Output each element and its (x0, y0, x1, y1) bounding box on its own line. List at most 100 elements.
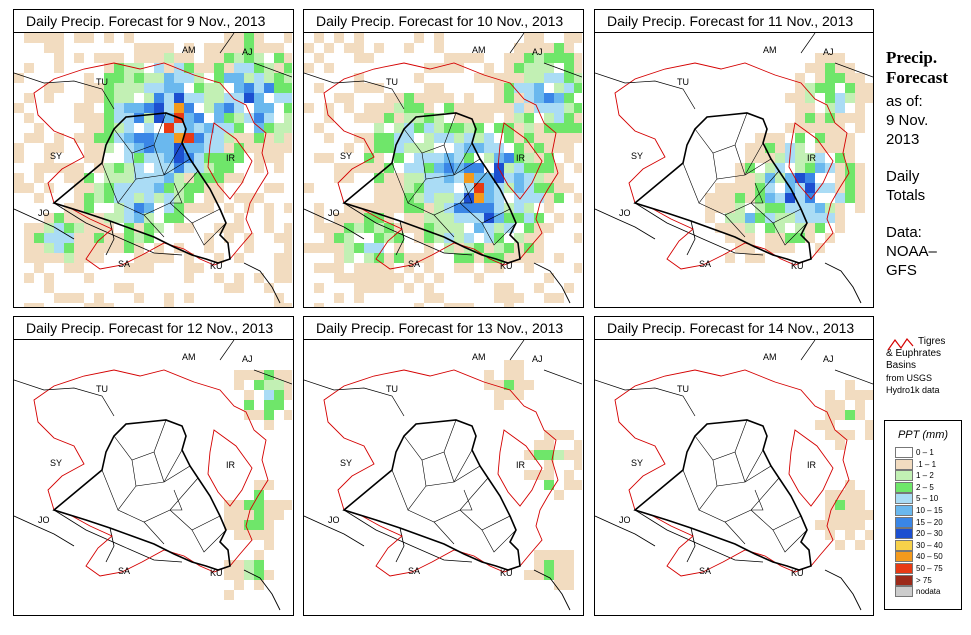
precip-cell (184, 93, 194, 103)
precip-cell (835, 500, 845, 510)
province-boundary (191, 222, 227, 246)
precip-cell (464, 53, 474, 63)
legend-label: 1 – 2 (916, 471, 934, 481)
precip-cell (835, 430, 845, 440)
precip-cell (534, 33, 544, 43)
precip-cell (574, 193, 582, 203)
precip-cell (544, 450, 554, 460)
precip-cell (474, 133, 484, 143)
precip-cell (64, 223, 74, 233)
precip-cell (264, 410, 274, 420)
precip-cell (464, 153, 474, 163)
precip-cell (254, 480, 264, 490)
precip-cell (214, 43, 224, 53)
precip-cell (855, 400, 865, 410)
precip-cell (534, 143, 544, 153)
precip-cell (264, 380, 274, 390)
precip-cell (94, 93, 104, 103)
precip-cell (244, 83, 254, 93)
province-boundary (481, 222, 517, 246)
precip-cell (855, 410, 865, 420)
precip-cell (264, 370, 274, 380)
precip-cell (164, 93, 174, 103)
country-label: KU (210, 568, 223, 578)
province-boundary (724, 214, 746, 238)
precip-cell (174, 133, 184, 143)
province-boundary (391, 469, 409, 511)
precip-cell (414, 113, 424, 123)
precip-cell (755, 193, 765, 203)
precip-cell (44, 283, 54, 293)
country-label: SY (340, 458, 352, 468)
precip-cell (174, 83, 184, 93)
precip-cell (474, 193, 484, 203)
legend-swatch (895, 562, 913, 574)
precip-cell (534, 153, 544, 163)
precip-cell (514, 173, 524, 183)
precip-cell (144, 93, 154, 103)
precip-cell (484, 143, 494, 153)
precip-cell (815, 113, 825, 123)
precip-cell (474, 123, 484, 133)
border-line (343, 509, 473, 563)
precip-cell (104, 63, 114, 73)
precip-cell (534, 63, 544, 73)
precip-cell (254, 370, 264, 380)
precip-cell (434, 113, 444, 123)
precip-cell (24, 33, 34, 43)
legend-label: > 75 (916, 575, 932, 585)
forecast-panel-nov-11: Daily Precip. Forecast for 11 Nov., 2013… (594, 9, 874, 308)
precip-cell (244, 370, 254, 380)
precip-cell (84, 153, 94, 163)
precip-cell (234, 570, 244, 580)
precip-cell (785, 243, 795, 253)
precip-cell (84, 303, 94, 307)
precip-cell (434, 223, 444, 233)
precip-cell (114, 213, 124, 223)
precip-cell (514, 380, 524, 390)
precip-cell (434, 213, 444, 223)
precip-cell (785, 203, 795, 213)
basin-boundary (788, 429, 834, 507)
precip-cell (574, 233, 582, 243)
precip-cell (374, 163, 384, 173)
precip-cell (174, 103, 184, 113)
precip-cell (735, 213, 745, 223)
precip-cell (735, 243, 745, 253)
precip-cell (815, 63, 825, 73)
precip-cell (474, 143, 484, 153)
precip-cell (574, 33, 582, 43)
precip-cell (735, 223, 745, 233)
precip-cell (855, 173, 865, 183)
precip-cell (134, 73, 144, 83)
precip-cell (745, 183, 755, 193)
precip-cell (224, 43, 234, 53)
precip-cell (374, 143, 384, 153)
precip-cell (474, 173, 484, 183)
precip-cell (394, 183, 404, 193)
precip-cell (274, 253, 284, 263)
precip-cell (364, 203, 374, 213)
precip-cell (254, 113, 264, 123)
precip-cell (374, 173, 384, 183)
precip-cell (444, 93, 454, 103)
precip-cell (274, 273, 284, 283)
basin-boundary (614, 369, 850, 577)
precip-cell (504, 123, 514, 133)
precip-cell (254, 133, 264, 143)
precip-cell (144, 123, 154, 133)
precip-cell (404, 173, 414, 183)
province-boundary (734, 144, 746, 176)
province-boundary (113, 112, 167, 154)
precip-cell (234, 380, 244, 390)
precip-cell (554, 560, 564, 570)
precip-cell (564, 143, 574, 153)
precip-cell (274, 163, 284, 173)
precip-cell (424, 223, 434, 233)
precip-cell (134, 43, 144, 53)
precip-cell (785, 233, 795, 243)
legend-item: nodata (895, 586, 961, 598)
precip-cell (124, 93, 134, 103)
precip-cell (765, 183, 775, 193)
precip-cell (184, 103, 194, 113)
